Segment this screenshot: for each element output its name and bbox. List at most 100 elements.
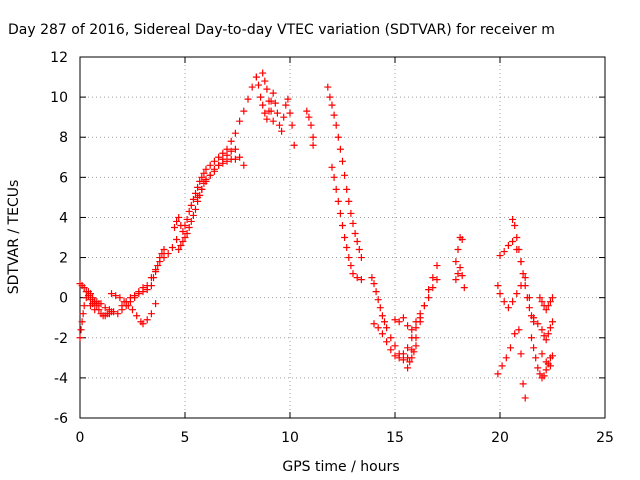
data-point [181, 221, 189, 229]
data-point [494, 282, 502, 290]
data-point [412, 342, 420, 350]
data-point [387, 346, 395, 354]
data-point [114, 310, 122, 318]
data-point [168, 244, 176, 252]
data-point [372, 288, 380, 296]
tick-labels: 0 5 10 15 20 25 -6 -4 -2 0 2 4 6 8 10 12 [50, 50, 614, 446]
data-point [368, 274, 376, 282]
data-points [76, 69, 556, 402]
data-point [133, 312, 141, 320]
data-point [355, 246, 363, 254]
data-point [395, 354, 403, 362]
data-point [391, 352, 399, 360]
series-seg-w [528, 334, 556, 382]
data-point [263, 115, 271, 123]
data-point [231, 129, 239, 137]
data-point [381, 318, 388, 326]
data-point [328, 163, 336, 171]
data-point [286, 109, 294, 117]
data-point [509, 238, 517, 246]
data-point [79, 310, 87, 318]
data-point [267, 107, 275, 115]
series-seg-l [328, 163, 365, 284]
data-point [223, 157, 231, 165]
data-point [261, 77, 269, 85]
series-seg-h [252, 73, 298, 149]
data-point [452, 258, 460, 266]
data-point [345, 254, 353, 262]
y-tick-label: 10 [50, 90, 68, 106]
data-point [458, 236, 466, 244]
series-seg-v [509, 215, 538, 326]
data-point [198, 173, 206, 181]
data-point [420, 302, 428, 310]
data-point [399, 356, 407, 364]
data-point [305, 113, 313, 121]
data-point [175, 213, 183, 221]
data-point [349, 270, 357, 278]
data-point [265, 97, 273, 105]
y-axis-label: SDTVAR / TECUs [6, 180, 22, 295]
data-point [206, 171, 214, 179]
data-point [536, 294, 544, 302]
x-tick-label: 10 [281, 430, 299, 446]
data-point [523, 294, 531, 302]
data-point [200, 169, 208, 177]
chart-title: Day 287 of 2016, Sidereal Day-to-day VTE… [8, 22, 555, 38]
data-point [231, 155, 239, 163]
data-point [387, 334, 395, 342]
data-point [278, 127, 286, 135]
data-point [374, 296, 382, 304]
data-point [502, 354, 510, 362]
data-point [326, 93, 334, 101]
data-point [357, 276, 365, 284]
data-point [309, 133, 317, 141]
data-point [324, 83, 332, 91]
data-point [454, 246, 462, 254]
data-point [259, 101, 267, 109]
data-point [458, 272, 466, 280]
data-point [185, 223, 193, 231]
data-point [240, 161, 248, 169]
data-point [500, 248, 508, 256]
data-point [391, 342, 399, 350]
data-point [110, 308, 118, 316]
data-point [332, 121, 340, 129]
data-point [332, 185, 340, 193]
series-seg-k [324, 83, 365, 262]
data-point [515, 326, 523, 334]
series-seg-u [494, 326, 529, 402]
data-point [515, 246, 523, 254]
data-point [538, 298, 546, 306]
y-tick-label: 4 [59, 210, 68, 226]
data-point [383, 338, 391, 346]
x-tick-label: 5 [181, 430, 190, 446]
data-point [215, 153, 223, 161]
data-point [185, 207, 193, 215]
axis-ticks [79, 56, 606, 419]
data-point [261, 109, 269, 117]
data-point [339, 157, 346, 165]
data-point [131, 292, 139, 300]
series-seg-j [303, 107, 317, 149]
data-point [122, 298, 130, 306]
data-point [152, 300, 160, 308]
y-tick-label: 0 [59, 291, 68, 307]
data-point [406, 358, 414, 366]
data-point [183, 215, 191, 223]
series-seg-x [530, 314, 556, 344]
data-point [370, 320, 378, 328]
data-point [408, 334, 416, 342]
data-point [227, 137, 235, 145]
data-point [534, 320, 542, 328]
data-point [189, 211, 197, 219]
data-point [255, 81, 262, 89]
data-point [236, 117, 244, 125]
series-seg-n [370, 314, 424, 362]
data-point [330, 173, 338, 181]
data-point [194, 183, 202, 191]
data-point [538, 350, 546, 358]
data-point [330, 111, 338, 119]
data-point [271, 99, 279, 107]
